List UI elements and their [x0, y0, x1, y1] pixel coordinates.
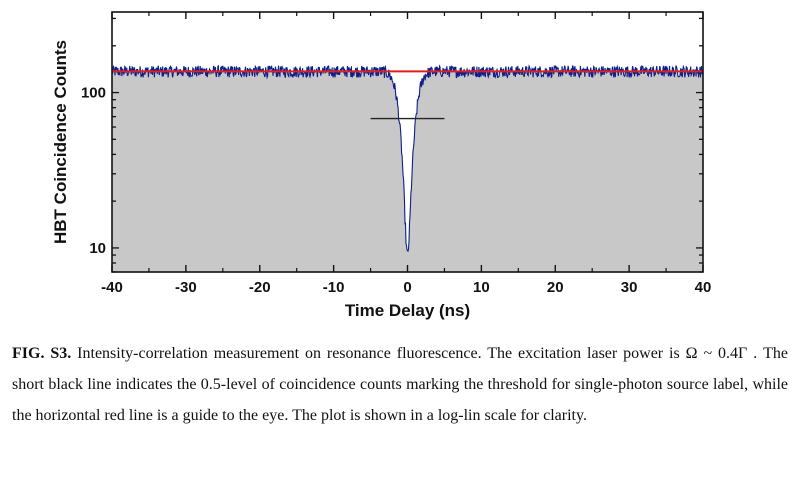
y-axis-title: HBT Coincidence Counts [51, 40, 70, 244]
x-tick-label: -40 [101, 279, 123, 296]
x-tick-label: -10 [323, 279, 345, 296]
x-tick-label: 40 [695, 279, 712, 296]
caption-text: Intensity-correlation measurement on res… [12, 345, 788, 424]
x-tick-label: 0 [403, 279, 411, 296]
chart-figure: -40 -30 -20 -10 0 10 20 30 40 10 100 Time Delay (n… [51, 11, 712, 320]
y-tick-label: 10 [89, 240, 106, 257]
x-tick-label: -20 [249, 279, 271, 296]
x-tick-label: 10 [473, 279, 490, 296]
histogram-fill [112, 65, 703, 272]
caption-label: FIG. S3. [12, 345, 72, 362]
figure-caption: FIG. S3. Intensity-correlation measureme… [12, 338, 788, 431]
hbt-plot: -40 -30 -20 -10 0 10 20 30 40 10 100 Time Delay (n… [51, 11, 712, 320]
x-axis-title: Time Delay (ns) [345, 301, 470, 320]
y-tick-label: 100 [81, 85, 106, 102]
x-tick-label: -30 [175, 279, 197, 296]
x-tick-label: 20 [547, 279, 564, 296]
x-tick-label: 30 [621, 279, 638, 296]
